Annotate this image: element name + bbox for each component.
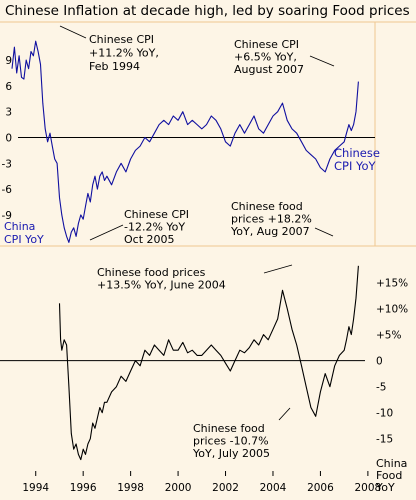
cpi-label-right-line-1: Chinese <box>334 146 380 160</box>
x-tick-label: 2002 <box>212 482 239 494</box>
chart-title: Chinese Inflation at decade high, led by… <box>5 3 410 19</box>
food-label-right-line-2: Food <box>376 469 402 482</box>
x-tick-label: 1998 <box>117 482 144 494</box>
food-label-right-line-3: YoY <box>375 481 395 494</box>
annotation-food-jul2005-line-2: prices -10.7% <box>193 435 269 448</box>
annotation-food-jun2004-line-1: Chinese food prices <box>97 266 206 279</box>
food-y-tick-label: +5% <box>376 330 401 342</box>
annotation-food-jun2004-line-2: +13.5% YoY, June 2004 <box>97 279 226 292</box>
annotation-cpi-aug2007-line-1: Chinese CPI <box>234 38 299 51</box>
leader-food-jul2005 <box>278 407 291 421</box>
x-tick-label: 2006 <box>307 482 334 494</box>
cpi-label-left-line-1: China <box>4 220 35 233</box>
annotation-cpi-feb1994-line-1: Chinese CPI <box>89 33 154 46</box>
x-tick-label: 2004 <box>260 482 287 494</box>
leader-cpi-aug2007 <box>309 55 335 67</box>
leader-food-jun2004 <box>263 264 293 274</box>
food-y-tick-label: +15% <box>376 277 408 289</box>
food-y-tick-label: -15 <box>376 434 393 446</box>
food-y-tick-label: -5 <box>376 382 386 394</box>
cpi-y-tick-label: -6 <box>2 184 13 196</box>
leader-food-aug2007 <box>314 227 334 237</box>
x-tick-label: 2008 <box>355 482 382 494</box>
annotation-food-aug2007-line-2: prices +18.2% <box>231 213 312 226</box>
annotation-cpi-oct2005-line-3: Oct 2005 <box>124 233 175 246</box>
annotation-food-aug2007-line-1: Chinese food <box>231 200 303 213</box>
x-tick-label: 1996 <box>70 482 97 494</box>
x-tick-label: 1994 <box>22 482 49 494</box>
food-panel: +15% +10% +5% 0 -5 -10 -15 <box>0 245 416 461</box>
food-y-tick-label: +10% <box>376 304 408 316</box>
cpi-y-tick-label: 9 <box>5 55 12 67</box>
cpi-y-tick-label: -3 <box>2 158 12 170</box>
cpi-panel: 9 6 3 0 -3 -6 -9 <box>0 21 416 246</box>
food-label-right-line-1: China <box>376 457 407 470</box>
annotation-cpi-aug2007-line-3: August 2007 <box>234 63 304 76</box>
food-series-line <box>58 265 359 461</box>
annotation-food-aug2007-line-3: YoY, Aug 2007 <box>230 225 310 238</box>
leader-cpi-feb1994 <box>59 25 87 39</box>
cpi-y-tick-label: 3 <box>5 107 12 119</box>
annotation-cpi-feb1994-line-3: Feb 1994 <box>89 60 140 73</box>
leader-cpi-oct2005 <box>89 224 124 241</box>
food-y-tick-label: 0 <box>376 356 383 368</box>
annotation-cpi-feb1994-line-2: +11.2% YoY, <box>89 47 159 60</box>
cpi-y-tick-label: -9 <box>2 210 12 222</box>
x-tick-label: 2000 <box>165 482 192 494</box>
cpi-series-line <box>11 40 359 243</box>
x-axis: 1994 1996 1998 2000 2002 2004 2006 2008 <box>22 471 381 494</box>
annotation-cpi-aug2007-line-2: +6.5% YoY, <box>234 51 297 64</box>
cpi-label-right-line-2: CPI YoY <box>334 159 377 173</box>
cpi-y-tick-label: 0 <box>5 133 12 145</box>
cpi-label-left-line-2: CPI YoY <box>4 233 44 246</box>
annotation-food-jul2005-line-3: YoY, July 2005 <box>192 447 270 460</box>
food-y-tick-label: -10 <box>376 408 393 420</box>
cpi-y-tick-label: 6 <box>5 81 12 93</box>
annotation-food-jul2005-line-1: Chinese food <box>193 422 265 435</box>
annotation-cpi-oct2005-line-2: -12.2% YoY <box>124 221 185 234</box>
annotation-cpi-oct2005-line-1: Chinese CPI <box>124 208 189 221</box>
